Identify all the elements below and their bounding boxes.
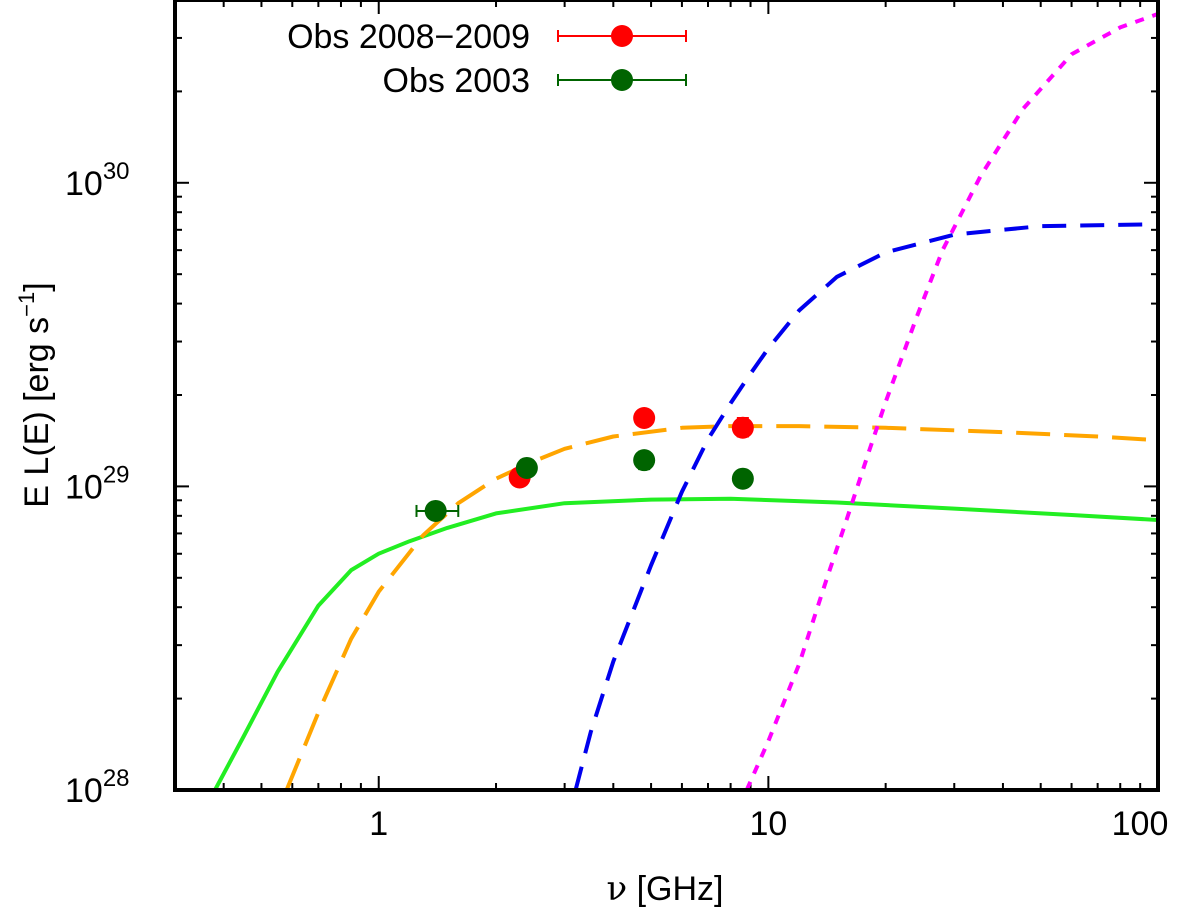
curve-blue-dashed: [573, 222, 1158, 790]
data-point: [515, 456, 538, 479]
data-point: [731, 416, 754, 439]
data-point: [731, 467, 754, 490]
minor-ticks: [174, 0, 1158, 790]
legend-label: Obs 2003: [383, 62, 530, 100]
x-tick-label: 1: [369, 805, 388, 843]
y-tick-label: 1030: [65, 158, 130, 203]
legend-marker: [611, 69, 633, 91]
y-tick-exp: 28: [103, 765, 130, 792]
y-tick-base: 10: [65, 468, 103, 506]
curve-orange-dashed: [284, 424, 1158, 790]
y-axis-title: E L(E) [erg s−1]: [14, 282, 56, 507]
y-tick-exp: 30: [103, 158, 130, 185]
y-tick-base: 10: [65, 772, 103, 810]
legend-label: Obs 2008−2009: [287, 18, 530, 56]
x-axis-unit: [GHz]: [627, 870, 723, 908]
data-point: [633, 449, 656, 472]
y-axis-sup: −1: [14, 292, 39, 317]
legend: Obs 2008−2009 Obs 2003: [287, 18, 687, 100]
y-axis-main: E L(E) [erg s: [18, 317, 56, 508]
legend-marker: [611, 25, 633, 47]
model-curves: [213, 12, 1158, 790]
major-ticks: [175, 0, 1158, 791]
y-tick-label: 1028: [65, 765, 130, 810]
data-point: [424, 499, 447, 522]
x-axis-title: ν [GHz]: [606, 869, 723, 909]
plot-frame: [173, 0, 1160, 792]
x-tick-labels: 1 10 100: [369, 805, 1168, 843]
x-axis-symbol: ν: [606, 869, 627, 909]
curve-magenta-dotted: [744, 12, 1158, 790]
y-tick-label: 1029: [65, 461, 130, 506]
x-tick-label: 100: [1112, 805, 1169, 843]
observation-points: [415, 406, 754, 522]
y-tick-base: 10: [65, 165, 103, 203]
curve-green-solid: [213, 496, 1158, 790]
x-tick-label: 10: [749, 805, 787, 843]
y-tick-exp: 29: [103, 461, 130, 488]
data-point: [633, 406, 656, 429]
y-axis-close: ]: [18, 282, 56, 291]
